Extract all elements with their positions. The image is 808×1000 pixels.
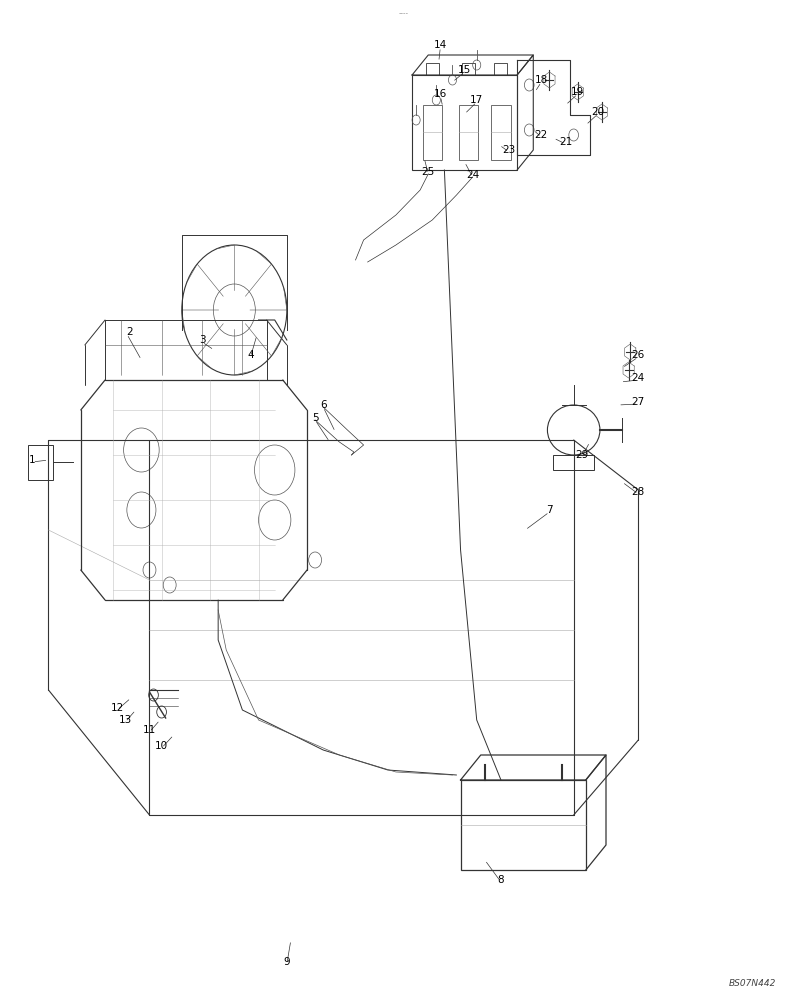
Text: 19: 19: [571, 87, 584, 97]
Text: 26: 26: [632, 350, 645, 360]
Bar: [461, 780, 586, 870]
Text: 9: 9: [284, 957, 290, 967]
Bar: [28, 445, 53, 480]
Bar: [412, 75, 517, 170]
Text: 12: 12: [111, 703, 124, 713]
Text: 14: 14: [434, 40, 447, 50]
Text: 4: 4: [247, 350, 254, 360]
Text: 23: 23: [503, 145, 516, 155]
Text: 25: 25: [422, 167, 435, 177]
Text: 11: 11: [143, 725, 156, 735]
Text: 17: 17: [470, 95, 483, 105]
Bar: [494, 63, 507, 75]
Bar: [423, 105, 442, 160]
Text: 24: 24: [466, 170, 479, 180]
Text: 5: 5: [312, 413, 318, 423]
Text: 7: 7: [546, 505, 553, 515]
Text: 8: 8: [498, 875, 504, 885]
Bar: [553, 455, 594, 470]
Text: 27: 27: [632, 397, 645, 407]
Bar: [462, 63, 475, 75]
Text: 16: 16: [434, 89, 447, 99]
Text: 29: 29: [575, 450, 588, 460]
Text: 6: 6: [320, 400, 326, 410]
Text: 24: 24: [632, 373, 645, 383]
Bar: [426, 63, 439, 75]
Bar: [491, 105, 511, 160]
Text: 28: 28: [632, 487, 645, 497]
Text: BS07N442: BS07N442: [728, 979, 776, 988]
Text: 10: 10: [155, 741, 168, 751]
Text: 21: 21: [559, 137, 572, 147]
Text: 13: 13: [119, 715, 132, 725]
Text: 20: 20: [591, 107, 604, 117]
Text: 2: 2: [126, 327, 133, 337]
Text: 22: 22: [535, 130, 548, 140]
Bar: [459, 105, 478, 160]
Text: 15: 15: [458, 65, 471, 75]
Text: ----: ----: [399, 10, 409, 16]
Text: 3: 3: [199, 335, 205, 345]
Text: 1: 1: [29, 455, 36, 465]
Text: 18: 18: [535, 75, 548, 85]
